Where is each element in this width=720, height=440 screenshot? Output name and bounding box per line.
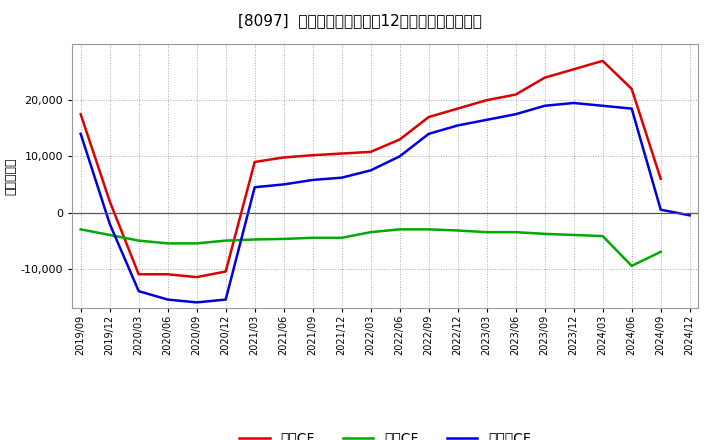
営業CF [598, 58, 607, 63]
営業CF [279, 155, 288, 160]
フリーCF [454, 123, 462, 128]
フリーCF [105, 221, 114, 227]
営業CF [308, 153, 317, 158]
フリーCF [541, 103, 549, 108]
投資CF [482, 230, 491, 235]
Text: [8097]  キャッシュフローの12か月移動合計の推移: [8097] キャッシュフローの12か月移動合計の推移 [238, 13, 482, 28]
投資CF [105, 232, 114, 238]
投資CF [454, 228, 462, 233]
投資CF [511, 230, 520, 235]
投資CF [279, 236, 288, 242]
営業CF [163, 271, 172, 277]
フリーCF [570, 100, 578, 106]
投資CF [76, 227, 85, 232]
Legend: 営業CF, 投資CF, フリーCF: 営業CF, 投資CF, フリーCF [233, 426, 537, 440]
営業CF [221, 269, 230, 274]
Line: 営業CF: 営業CF [81, 61, 661, 277]
フリーCF [685, 213, 694, 218]
フリーCF [338, 175, 346, 180]
投資CF [627, 263, 636, 268]
フリーCF [308, 177, 317, 183]
フリーCF [192, 300, 201, 305]
営業CF [135, 271, 143, 277]
営業CF [395, 137, 404, 142]
フリーCF [366, 168, 375, 173]
営業CF [541, 75, 549, 81]
投資CF [338, 235, 346, 240]
営業CF [570, 66, 578, 72]
営業CF [627, 86, 636, 92]
営業CF [482, 98, 491, 103]
フリーCF [598, 103, 607, 108]
フリーCF [424, 131, 433, 136]
フリーCF [76, 131, 85, 136]
投資CF [163, 241, 172, 246]
フリーCF [279, 182, 288, 187]
投資CF [221, 238, 230, 243]
営業CF [657, 176, 665, 181]
Line: フリーCF: フリーCF [81, 103, 690, 302]
フリーCF [482, 117, 491, 122]
営業CF [105, 198, 114, 204]
投資CF [424, 227, 433, 232]
投資CF [366, 230, 375, 235]
営業CF [366, 149, 375, 154]
投資CF [657, 249, 665, 254]
フリーCF [163, 297, 172, 302]
投資CF [598, 234, 607, 239]
Y-axis label: （百万円）: （百万円） [5, 157, 18, 195]
フリーCF [627, 106, 636, 111]
投資CF [308, 235, 317, 240]
営業CF [192, 275, 201, 280]
営業CF [424, 114, 433, 120]
営業CF [338, 151, 346, 156]
投資CF [192, 241, 201, 246]
営業CF [251, 159, 259, 165]
投資CF [135, 238, 143, 243]
フリーCF [395, 154, 404, 159]
投資CF [395, 227, 404, 232]
フリーCF [135, 289, 143, 294]
Line: 投資CF: 投資CF [81, 229, 661, 266]
営業CF [76, 112, 85, 117]
投資CF [541, 231, 549, 236]
フリーCF [251, 185, 259, 190]
営業CF [454, 106, 462, 111]
フリーCF [657, 207, 665, 213]
投資CF [570, 232, 578, 238]
投資CF [251, 237, 259, 242]
フリーCF [221, 297, 230, 302]
営業CF [511, 92, 520, 97]
フリーCF [511, 112, 520, 117]
